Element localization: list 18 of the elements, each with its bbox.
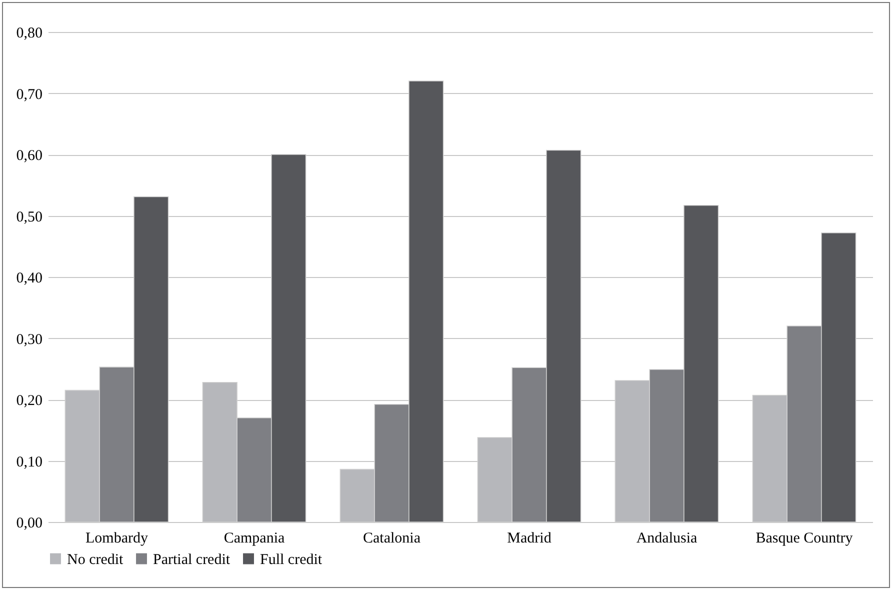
x-tick-label: Campania [224,530,285,546]
legend-label: Full credit [260,552,323,568]
y-tick-label: 0,10 [16,454,42,470]
x-tick-label: Basque Country [756,530,854,546]
y-tick-label: 0,70 [16,86,42,103]
legend-label: No credit [67,552,124,568]
y-tick-label: 0,30 [16,332,42,348]
y-tick-label: 0,80 [16,26,42,42]
y-tick-label: 0,20 [16,393,42,409]
y-tick-label: 0,00 [16,516,42,532]
x-tick-label: Andalusia [636,530,698,546]
legend-label: Partial credit [153,552,231,568]
x-tick-label: Catalonia [363,530,421,546]
y-tick-label: 0,50 [16,209,42,226]
y-tick-label: 0,40 [16,270,42,286]
x-tick-label: Lombardy [86,530,148,546]
y-tick-label: 0,60 [16,148,42,164]
x-tick-label: Madrid [507,530,552,546]
